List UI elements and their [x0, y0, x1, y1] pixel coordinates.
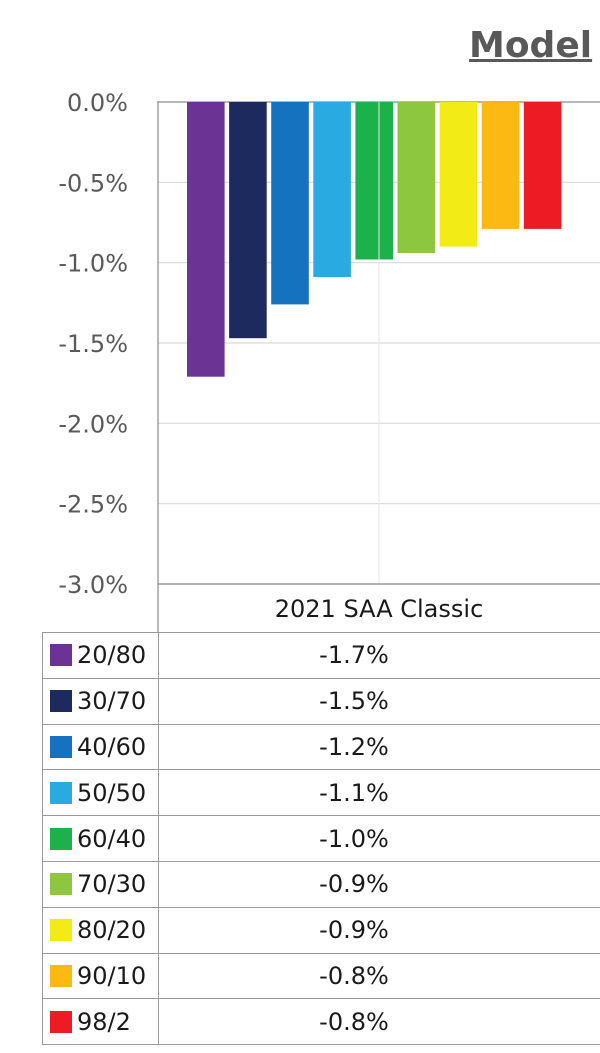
data-label: -0.8%: [158, 952, 600, 1000]
legend-swatch: [50, 827, 72, 850]
legend-swatch: [50, 690, 72, 713]
legend-key-cell: 40/60: [42, 723, 159, 771]
legend-key-cell: 50/50: [42, 769, 159, 817]
table-row: 98/2 -0.8%: [42, 998, 600, 1046]
y-axis-tick-labels: 0.0% -0.5% -1.0% -1.5% -2.0% -2.5% -3.0%: [58, 89, 128, 599]
series-name: 40/60: [77, 732, 147, 761]
series-name: 80/20: [77, 916, 147, 945]
bar-20-80: [187, 102, 225, 377]
series-name: 90/10: [77, 961, 147, 990]
table-row: 50/50 -1.1%: [42, 769, 600, 817]
data-table: 20/80 -1.7% 30/70 -1.5% 40/60 -1.2% 50/50 -1.1%…: [42, 632, 600, 1046]
data-label: -1.7%: [158, 632, 600, 679]
bar-chart: 0.0% -0.5% -1.0% -1.5% -2.0% -2.5% -3.0% 2021 …: [58, 89, 600, 632]
bar-98-2: [523, 102, 562, 229]
bar-90-10: [481, 102, 520, 229]
bar-60-40: [355, 102, 393, 260]
bar-30-70: [229, 102, 267, 339]
chart-heading: Model: [469, 26, 593, 66]
category-label: 2021 SAA Classic: [275, 595, 484, 623]
y-tick-label: -2.0%: [58, 410, 128, 438]
series-name: 30/70: [77, 687, 147, 716]
legend-swatch: [50, 964, 72, 987]
legend-swatch: [50, 919, 72, 942]
y-tick-label: -1.5%: [58, 330, 128, 358]
data-label: -0.8%: [158, 998, 600, 1046]
series-name: 20/80: [77, 641, 147, 670]
legend-swatch: [50, 735, 72, 758]
y-tick-label: -2.5%: [58, 491, 128, 519]
table-row: 70/30 -0.9%: [42, 860, 600, 908]
legend-key-cell: 60/40: [42, 815, 159, 862]
legend-key-cell: 30/70: [42, 677, 159, 725]
legend-key-cell: 20/80: [42, 632, 159, 679]
series-name: 70/30: [77, 870, 147, 899]
y-tick-label: -0.5%: [58, 169, 128, 197]
bar-50-50: [313, 102, 351, 278]
y-tick-label: -3.0%: [58, 571, 128, 599]
legend-key-cell: 70/30: [42, 860, 159, 908]
legend-swatch: [50, 781, 72, 804]
legend-key-cell: 98/2: [42, 998, 159, 1046]
legend-swatch: [50, 1010, 72, 1033]
table-row: 60/40 -1.0%: [42, 815, 600, 862]
bar-70-30: [397, 102, 436, 253]
bar-80-20: [439, 102, 478, 247]
data-label: -0.9%: [158, 906, 600, 954]
series-name: 60/40: [77, 824, 147, 853]
table-row: 40/60 -1.2%: [42, 723, 600, 771]
data-label: -1.5%: [158, 677, 600, 725]
data-label: -1.2%: [158, 723, 600, 771]
legend-key-cell: 90/10: [42, 952, 159, 1000]
data-label: -0.9%: [158, 860, 600, 908]
bar-40-60: [271, 102, 309, 305]
table-row: 30/70 -1.5%: [42, 677, 600, 725]
table-row: 80/20 -0.9%: [42, 906, 600, 954]
data-label: -1.1%: [158, 769, 600, 817]
legend-key-cell: 80/20: [42, 906, 159, 954]
series-name: 50/50: [77, 778, 147, 807]
legend-swatch: [50, 873, 72, 896]
legend-swatch: [50, 644, 72, 667]
bars: [187, 102, 562, 377]
table-row: 90/10 -0.8%: [42, 952, 600, 1000]
table-row: 20/80 -1.7%: [42, 632, 600, 679]
data-label: -1.0%: [158, 815, 600, 862]
y-tick-label: -1.0%: [58, 250, 128, 278]
series-name: 98/2: [77, 1007, 131, 1036]
y-tick-label: 0.0%: [67, 89, 128, 117]
